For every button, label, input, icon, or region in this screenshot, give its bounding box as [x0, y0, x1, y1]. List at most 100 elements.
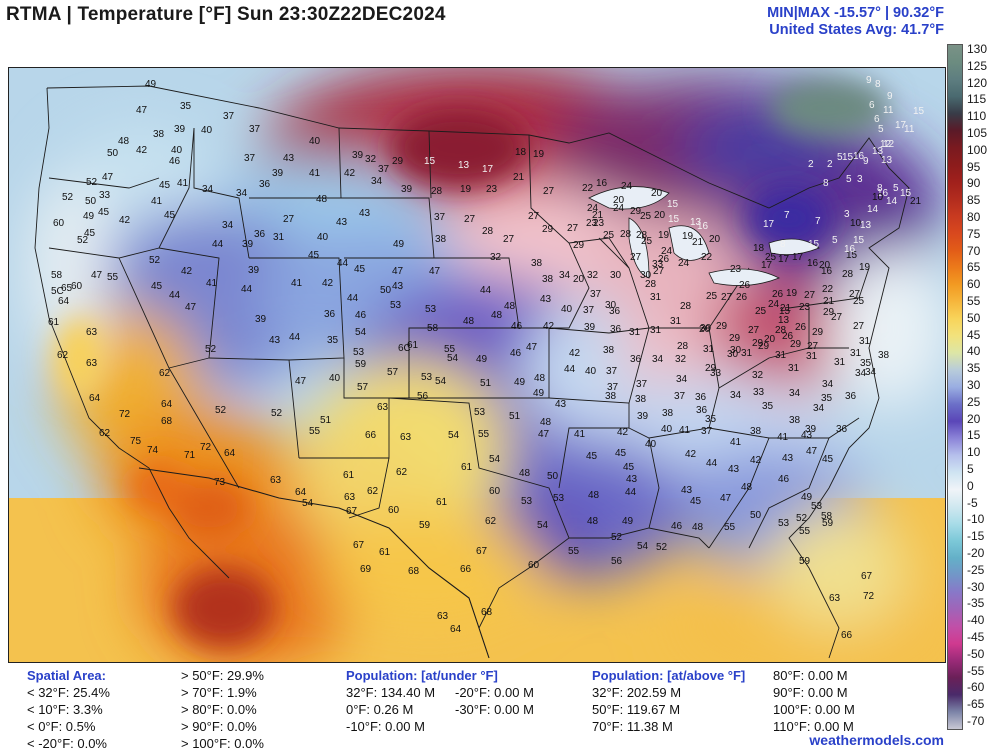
colorbar-tick: -45 [967, 630, 985, 644]
colorbar-tick: 110 [967, 109, 987, 124]
temperature-label: 17 [763, 219, 775, 230]
temperature-label: 18 [515, 147, 527, 158]
temperature-label: 41 [291, 278, 303, 289]
stats-box: MIN|MAX -15.57° | 90.32°F United States … [767, 5, 944, 39]
temperature-label: 43 [555, 399, 567, 410]
colorbar-tick: 85 [967, 193, 981, 208]
temperature-label: 54 [302, 498, 314, 509]
temperature-label: 40 [661, 424, 673, 435]
temperature-label: 67 [476, 546, 488, 557]
temperature-label: 40 [645, 439, 657, 450]
temperature-label: 45 [690, 496, 702, 507]
temperature-label: 27 [528, 211, 540, 222]
temperature-label: 20 [819, 260, 831, 271]
colorbar-tick: 70 [967, 243, 981, 258]
temperature-label: 29 [392, 156, 404, 167]
temperature-label: 53 [521, 496, 533, 507]
population-stat: 80°F: 0.00 M [773, 668, 848, 683]
temperature-label: 46 [355, 310, 367, 321]
temperature-label: 37 [223, 111, 235, 122]
temperature-label: 28 [677, 341, 689, 352]
temperature-label: 42 [181, 266, 193, 277]
temperature-label: 44 [625, 487, 637, 498]
temperature-label: 39 [174, 124, 186, 135]
temperature-label: 20 [613, 195, 625, 206]
colorbar-tick: 10 [967, 445, 981, 460]
temperature-label: 20 [651, 188, 663, 199]
colorbar-tick: -65 [967, 697, 985, 712]
temperature-label: 57 [357, 382, 369, 393]
temperature-label: 63 [86, 358, 98, 369]
temperature-label: 16 [821, 266, 833, 277]
temperature-label: 5 [832, 235, 838, 246]
temperature-label: 2 [827, 159, 833, 170]
temperature-label: 42 [543, 321, 555, 332]
temperature-label: 45 [151, 281, 163, 292]
temperature-label: 43 [681, 485, 693, 496]
temperature-label: 20 [764, 334, 776, 345]
population-stat: -30°F: 0.00 M [455, 702, 534, 717]
temperature-label: 52 [656, 542, 668, 553]
temperature-label: 47 [806, 446, 818, 457]
temperature-label: 15 [913, 106, 925, 117]
temperature-label: 37 [590, 289, 602, 300]
temperature-label: 6 [869, 100, 875, 111]
temperature-label: 31 [834, 357, 846, 368]
temperature-label: 27 [630, 252, 642, 263]
temperature-label: 31 [629, 327, 641, 338]
temperature-label: 44 [564, 364, 576, 375]
temperature-label: 25 [706, 291, 718, 302]
spatial-stat: < 0°F: 0.5% [27, 719, 96, 734]
temperature-label: 38 [531, 258, 543, 269]
spatial-area-heading: Spatial Area: [27, 668, 106, 683]
temperature-label: 52 [62, 192, 74, 203]
temperature-label: 39 [637, 411, 649, 422]
temperature-label: 65 [61, 283, 73, 294]
temperature-label: 14 [886, 196, 898, 207]
temperature-label: 54 [447, 353, 459, 364]
temperature-label: 20 [654, 210, 666, 221]
temperature-label: 47 [295, 376, 307, 387]
temperature-label: 62 [57, 350, 69, 361]
temperature-label: 27 [543, 186, 555, 197]
temperature-label: 41 [574, 429, 586, 440]
temperature-label: 39 [255, 314, 267, 325]
temperature-label: 43 [269, 335, 281, 346]
temperature-label: 37 [434, 212, 446, 223]
temperature-label: 34 [865, 367, 877, 378]
temperature-label: 24 [768, 299, 780, 310]
temperature-label: 62 [159, 368, 171, 379]
colorbar-tick: 60 [967, 277, 981, 292]
temperature-label: 8 [823, 178, 829, 189]
temperature-label: 48 [692, 522, 704, 533]
temperature-label: 36 [695, 392, 707, 403]
temperature-label: 68 [408, 566, 420, 577]
temperature-label: 25 [755, 306, 767, 317]
mexico-border [138, 467, 490, 659]
temperature-label: 42 [569, 348, 581, 359]
temperature-label: 39 [584, 322, 596, 333]
credit-link[interactable]: weathermodels.com [809, 732, 944, 748]
temperature-label: 36 [845, 391, 857, 402]
temperature-label: 35 [821, 393, 833, 404]
temperature-label: 54 [637, 541, 649, 552]
temperature-label: 43 [336, 217, 348, 228]
temperature-label: 34 [676, 374, 688, 385]
temperature-label: 38 [153, 129, 165, 140]
temperature-label: 36 [696, 405, 708, 416]
spatial-stat: > 50°F: 29.9% [181, 668, 264, 683]
temperature-label: 62 [485, 516, 497, 527]
temperature-label: 17 [778, 254, 790, 265]
temperature-label: 10 [872, 192, 884, 203]
temperature-label: 40 [201, 125, 213, 136]
temperature-label: 17 [482, 164, 494, 175]
temperature-label: 35 [705, 414, 717, 425]
temperature-label: 49 [514, 377, 526, 388]
temperature-label: 56 [611, 556, 623, 567]
temperature-map[interactable]: 49 47 35 37 48 38 39 40 37 50 42 40 46 40 52 47 45 41 34 37… [8, 67, 946, 663]
temperature-label: 37 [674, 391, 686, 402]
temperature-label: 5 [846, 174, 852, 185]
temperature-label: 67 [861, 571, 873, 582]
temperature-label: 45 [822, 454, 834, 465]
temperature-label: 42 [344, 168, 356, 179]
